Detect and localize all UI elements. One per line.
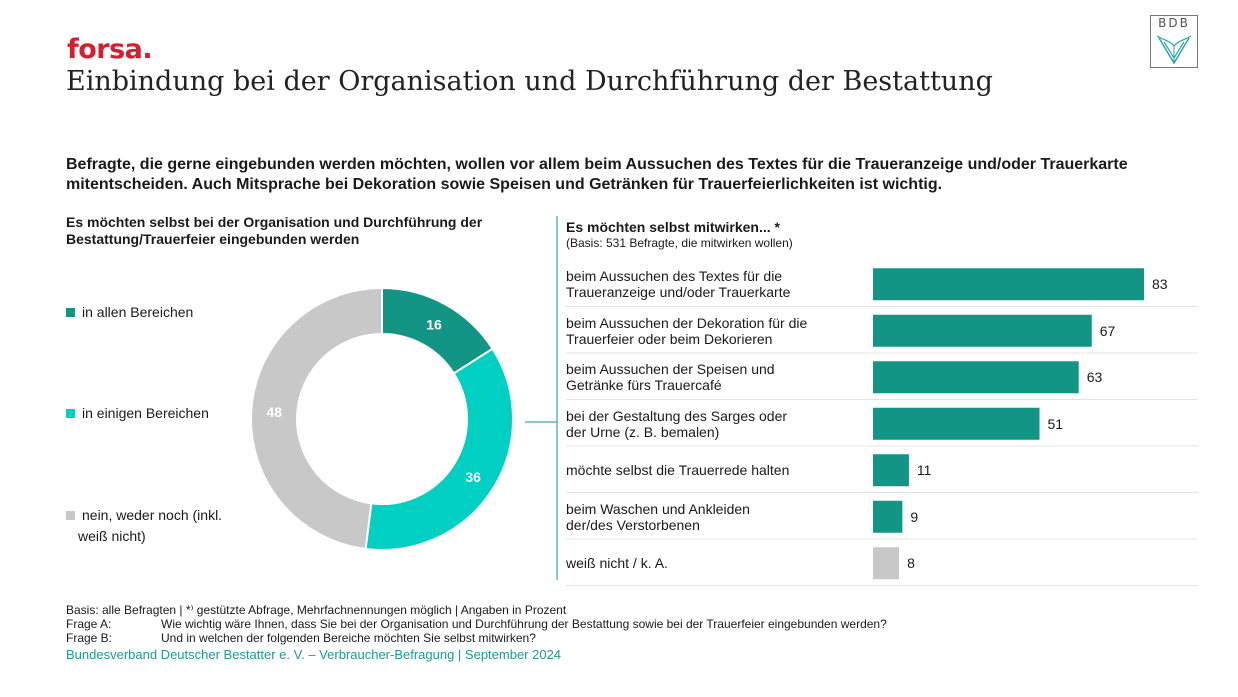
legend-label: in allen Bereichen (82, 304, 194, 320)
bar-category-label: beim Aussuchen des Textes für die Trauera… (566, 268, 866, 300)
legend-item-none: nein, weder noch (inkl. weiß nicht) (66, 505, 222, 547)
bar-category-line: Getränke fürs Trauercafé (566, 377, 722, 394)
bar-category-line: möchte selbst die Trauerrede halten (566, 462, 790, 479)
footer-frage-b: Frage B: Und in welchen der folgenden Ber… (66, 631, 536, 645)
footer-frage-a: Frage A: Wie wichtig wäre Ihnen, dass Sie… (66, 617, 887, 631)
bar (873, 407, 1040, 440)
bar-category-label: weiß nicht / k. A. (566, 555, 866, 571)
page-title: Einbindung bei der Organisation und Durc… (66, 66, 993, 97)
frage-a-text: Wie wichtig wäre Ihnen, dass Sie bei der… (161, 617, 887, 631)
bar (873, 454, 909, 487)
bar-category-label: bei der Gestaltung des Sarges oder der Ur… (566, 408, 866, 440)
bar-category-line: Traueranzeige und/oder Trauerkarte (566, 284, 791, 301)
bar-chart-subtitle: (Basis: 531 Befragte, die mitwirken woll… (566, 236, 793, 250)
legend-label: in einigen Bereichen (82, 405, 209, 421)
bar-value-label: 51 (1047, 415, 1064, 432)
donut-title: Es möchten selbst bei der Organisation u… (66, 214, 483, 247)
footer-source: Bundesverband Deutscher Bestatter e. V. … (66, 647, 562, 662)
bar-chart-title: Es möchten selbst mitwirken... * (566, 219, 780, 235)
legend-swatch-light-teal (66, 409, 75, 418)
donut-value-label: 48 (266, 404, 282, 420)
bdb-logo-mark (1156, 35, 1192, 65)
bar-category-line: der/des Verstorbenen (566, 516, 700, 533)
bar-value-label: 67 (1099, 322, 1116, 339)
bar-category-line: weiß nicht / k. A. (566, 555, 668, 572)
frage-b-text: Und in welchen der folgenden Bereiche mö… (161, 631, 536, 645)
bar-category-line: bei der Gestaltung des Sarges oder (566, 407, 788, 424)
bar-category-label: möchte selbst die Trauerrede halten (566, 462, 866, 478)
headline: Befragte, die gerne eingebunden werden m… (66, 156, 1128, 193)
bar-value-label: 63 (1086, 369, 1103, 386)
bar-value-label: 9 (910, 508, 919, 525)
bar-category-line: beim Aussuchen des Textes für die (566, 268, 783, 285)
legend-item-all: in allen Bereichen (66, 302, 193, 323)
legend-item-some: in einigen Bereichen (66, 403, 209, 424)
legend-label: nein, weder noch (inkl. (82, 507, 223, 523)
footer-basis: Basis: alle Befragten | *⁾ gestützte Abf… (66, 603, 567, 617)
bar (873, 361, 1079, 394)
donut-slice-none (250, 286, 383, 551)
bar-value-label: 8 (907, 555, 915, 572)
bar-category-label: beim Waschen und Ankleiden der/des Versto… (566, 501, 866, 533)
bar-category-line: beim Waschen und Ankleiden (566, 500, 750, 517)
bdb-logo: BDB (1150, 15, 1198, 68)
donut-slice-some (364, 347, 514, 551)
bar (873, 314, 1092, 347)
bar-category-label: beim Aussuchen der Speisen und Getränke f… (566, 361, 866, 393)
donut-value-label: 16 (426, 316, 442, 332)
frage-b-label: Frage B: (66, 631, 113, 645)
bar-category-line: Trauerfeier oder beim Dekorieren (566, 330, 773, 347)
bar (873, 500, 903, 533)
bar-value-label: 83 (1152, 276, 1168, 293)
bar-category-line: beim Aussuchen der Speisen und (566, 361, 775, 378)
bar-category-line: der Urne (z. B. bemalen) (566, 423, 720, 440)
bar-value-label: 11 (916, 462, 932, 479)
legend-label-line2: weiß nicht) (78, 528, 146, 544)
legend-swatch-dark-teal (66, 308, 75, 317)
bar (873, 268, 1144, 301)
bar (873, 547, 900, 580)
donut-value-label: 36 (465, 469, 481, 485)
legend-swatch-grey (66, 511, 75, 520)
frage-a-label: Frage A: (66, 617, 112, 631)
forsa-logo: forsa. (67, 34, 153, 65)
bar-category-label: beim Aussuchen der Dekoration für die Tra… (566, 315, 866, 347)
bdb-logo-text: BDB (1158, 16, 1190, 30)
bar-category-line: beim Aussuchen der Dekoration für die (566, 314, 808, 331)
